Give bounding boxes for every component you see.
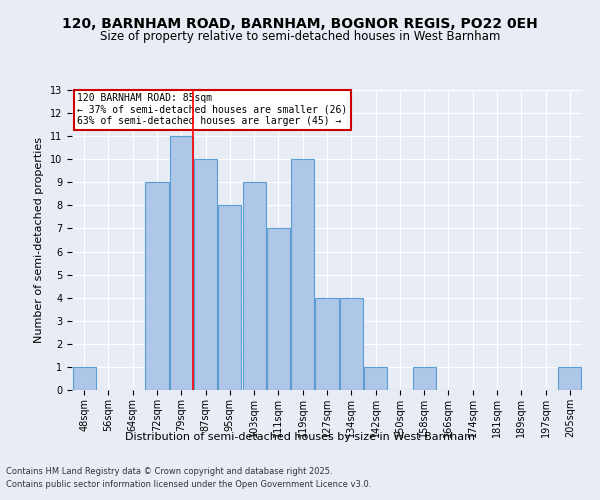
Bar bbox=[291, 159, 314, 390]
Bar bbox=[413, 367, 436, 390]
Bar bbox=[316, 298, 338, 390]
Text: Distribution of semi-detached houses by size in West Barnham: Distribution of semi-detached houses by … bbox=[125, 432, 475, 442]
Text: Contains HM Land Registry data © Crown copyright and database right 2025.: Contains HM Land Registry data © Crown c… bbox=[6, 468, 332, 476]
Y-axis label: Number of semi-detached properties: Number of semi-detached properties bbox=[34, 137, 44, 343]
Bar bbox=[242, 182, 266, 390]
Bar bbox=[218, 206, 241, 390]
Text: Contains public sector information licensed under the Open Government Licence v3: Contains public sector information licen… bbox=[6, 480, 371, 489]
Text: 120, BARNHAM ROAD, BARNHAM, BOGNOR REGIS, PO22 0EH: 120, BARNHAM ROAD, BARNHAM, BOGNOR REGIS… bbox=[62, 18, 538, 32]
Bar bbox=[559, 367, 581, 390]
Bar bbox=[73, 367, 95, 390]
Text: 120 BARNHAM ROAD: 85sqm
← 37% of semi-detached houses are smaller (26)
63% of se: 120 BARNHAM ROAD: 85sqm ← 37% of semi-de… bbox=[77, 93, 347, 126]
Bar bbox=[145, 182, 169, 390]
Bar bbox=[170, 136, 193, 390]
Text: Size of property relative to semi-detached houses in West Barnham: Size of property relative to semi-detach… bbox=[100, 30, 500, 43]
Bar bbox=[194, 159, 217, 390]
Bar bbox=[364, 367, 387, 390]
Bar bbox=[340, 298, 363, 390]
Bar bbox=[267, 228, 290, 390]
